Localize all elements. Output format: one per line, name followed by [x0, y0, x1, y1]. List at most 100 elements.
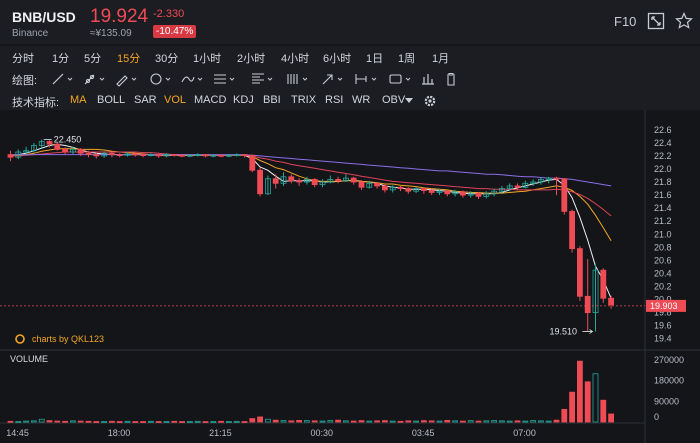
line-tool-icon[interactable] — [50, 71, 74, 87]
candlestick — [538, 177, 544, 185]
candlestick — [7, 150, 14, 162]
max-price-label: 22.450 — [54, 135, 82, 145]
volume-tick-label: 180000 — [654, 376, 684, 386]
candle-body — [264, 178, 271, 195]
candle-body — [101, 152, 107, 157]
candle-body — [46, 141, 53, 145]
candle-body — [233, 154, 240, 157]
candle-body — [452, 191, 459, 195]
pattern-tool-icon[interactable] — [420, 71, 444, 87]
candlestick — [545, 176, 552, 184]
volume-bar — [366, 420, 373, 423]
timeframe-tab[interactable]: 1小时 — [193, 53, 222, 65]
time-tick-label: 07:00 — [513, 428, 536, 438]
indicator-rsi[interactable]: RSI — [325, 94, 344, 106]
candle-body — [132, 153, 139, 156]
volume-bar — [272, 419, 279, 423]
text-tool-icon[interactable] — [388, 71, 412, 87]
timeframe-tab[interactable]: 1分 — [52, 53, 70, 65]
candle-body — [569, 211, 575, 250]
timeframe-tab[interactable]: 2小时 — [237, 53, 266, 65]
volume-bar — [163, 421, 170, 423]
timeframe-tab[interactable]: 6小时 — [323, 53, 352, 65]
candlestick — [155, 153, 162, 158]
candlestick — [452, 189, 459, 197]
candlestick — [38, 139, 45, 149]
candle-body — [475, 192, 482, 197]
shape-tool-icon[interactable] — [148, 71, 172, 87]
timeframe-tab[interactable]: 1月 — [432, 53, 450, 65]
time-tick-label: 00:30 — [311, 428, 334, 438]
timeframe-tab[interactable]: 4小时 — [281, 53, 310, 65]
qkl-logo-icon — [15, 334, 25, 344]
arrow-tool-icon[interactable] — [320, 71, 344, 87]
price-chart[interactable]: 22.6 22.4 22.2 22.0 21.8 21.6 21.4 21.2 21.0 20.8… — [0, 110, 700, 443]
volume-bar — [225, 421, 232, 423]
candle-body — [124, 153, 131, 156]
indicator-wr[interactable]: WR — [352, 94, 371, 106]
channel-tool-icon[interactable] — [250, 71, 274, 87]
trash-icon[interactable] — [442, 71, 466, 87]
volume-bar — [46, 420, 53, 423]
candle-body — [30, 145, 37, 152]
last-price-value: 19.903 — [650, 301, 678, 311]
volume-bar — [592, 373, 599, 423]
candlestick — [23, 146, 30, 155]
volume-bar — [389, 420, 396, 423]
indicator-sar[interactable]: SAR — [134, 94, 157, 106]
timeframe-tab[interactable]: 1周 — [398, 53, 416, 65]
chevron-down-icon[interactable] — [405, 98, 413, 104]
timeframe-tab[interactable]: 分时 — [12, 53, 34, 65]
indicator-kdj[interactable]: KDJ — [233, 94, 254, 106]
timeframe-tab[interactable]: 30分 — [155, 53, 179, 65]
timeframe-tab-active[interactable]: 15分 — [117, 53, 141, 65]
candlestick — [498, 185, 505, 194]
candlestick — [428, 188, 435, 196]
pen-tool-icon[interactable] — [114, 71, 138, 87]
timeframe-tab[interactable]: 5分 — [84, 53, 102, 65]
volume-bar — [116, 421, 123, 423]
candle-body — [342, 177, 349, 182]
gear-icon[interactable] — [423, 94, 437, 108]
curve-tool-icon[interactable] — [180, 71, 204, 87]
volume-bar — [553, 419, 560, 423]
volume-bar — [155, 421, 162, 423]
volume-bar — [264, 418, 271, 423]
candle-body — [147, 154, 154, 157]
price-tick-label: 19.4 — [654, 334, 672, 344]
fullscreen-icon[interactable] — [647, 12, 665, 30]
candlestick — [413, 187, 420, 194]
candle-body — [140, 154, 147, 157]
candle-body — [366, 182, 373, 188]
fib-tool-icon[interactable] — [212, 71, 236, 87]
drawing-toolbar: 绘图: — [0, 68, 700, 90]
volume-tick-label: 90000 — [654, 396, 679, 406]
indicator-macd[interactable]: MACD — [194, 94, 227, 106]
volume-label: VOLUME — [10, 354, 48, 364]
volume-bar — [30, 420, 37, 423]
candle-body — [545, 177, 552, 180]
indicator-vol[interactable]: VOL — [164, 94, 187, 106]
candlestick — [15, 149, 22, 160]
indicator-trix[interactable]: TRIX — [291, 94, 317, 106]
candle-body — [202, 154, 209, 157]
candlestick — [77, 148, 84, 156]
candlestick — [514, 183, 521, 190]
candle-body — [311, 179, 318, 186]
f10-button[interactable]: F10 — [614, 14, 637, 29]
price-tick-label: 20.4 — [654, 268, 672, 278]
star-icon[interactable] — [675, 12, 693, 30]
volume-bar — [608, 413, 614, 423]
indicator-bbi[interactable]: BBI — [263, 94, 281, 106]
indicator-boll[interactable]: BOLL — [97, 94, 126, 106]
brush-tool-icon[interactable] — [82, 71, 106, 87]
volume-bar — [381, 420, 388, 423]
measure-tool-icon[interactable] — [354, 71, 378, 87]
volume-bar — [186, 421, 193, 423]
indicator-obv[interactable]: OBV — [382, 94, 406, 106]
indicator-ma[interactable]: MA — [70, 94, 87, 106]
price-tick-label: 21.6 — [654, 190, 672, 200]
timeframe-tab[interactable]: 1日 — [366, 53, 384, 65]
candle-body — [249, 154, 256, 171]
vertical-lines-tool-icon[interactable] — [285, 71, 309, 87]
